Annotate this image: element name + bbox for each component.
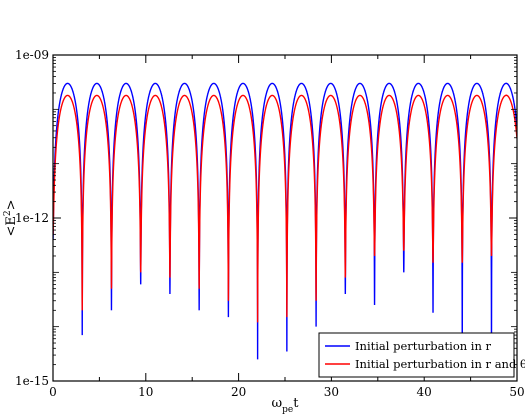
series-group — [53, 82, 517, 360]
x-tick-label: 0 — [49, 385, 57, 399]
x-axis-label-sub: pe — [282, 405, 293, 415]
x-tick-label: 40 — [417, 385, 432, 399]
y-tick-label: 1e-15 — [15, 374, 49, 388]
y-axis-label-main: <E — [4, 216, 19, 236]
y-tick-label: 1e-09 — [15, 48, 49, 62]
x-axis: 0 10 20 30 40 50 — [49, 55, 525, 399]
x-tick-label: 30 — [324, 385, 339, 399]
legend: Initial perturbation in r Initial pertur… — [318, 332, 525, 378]
series-line-r-theta — [53, 94, 517, 323]
x-axis-label-tail: t — [293, 396, 299, 411]
x-tick-label: 50 — [509, 385, 524, 399]
y-axis-label-tail: > — [4, 199, 19, 210]
x-axis-label: ωpet — [272, 396, 300, 415]
y-axis-label: <E2> — [3, 199, 19, 236]
x-tick-label: 20 — [231, 385, 246, 399]
x-tick-label: 10 — [138, 385, 153, 399]
legend-entry-r-theta: Initial perturbation in r and θ — [355, 357, 525, 371]
y-tick-label: 1e-12 — [15, 211, 49, 225]
x-axis-label-main: ω — [272, 396, 283, 411]
y-axis-label-sup: 2 — [3, 210, 13, 216]
legend-box — [318, 332, 515, 378]
legend-entry-r: Initial perturbation in r — [355, 339, 492, 353]
y-axis: 1e-15 1e-12 1e-09 — [15, 48, 517, 388]
